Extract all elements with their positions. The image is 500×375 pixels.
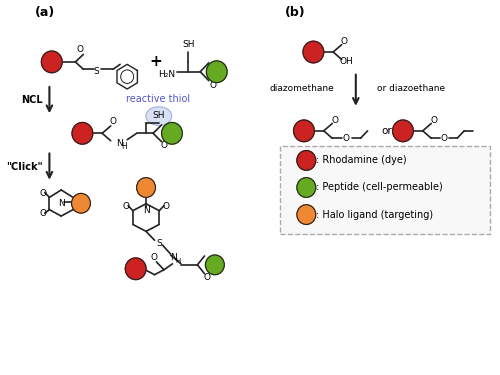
Circle shape	[136, 178, 156, 197]
Text: SH: SH	[152, 111, 165, 120]
Text: O: O	[210, 81, 217, 90]
Text: O: O	[204, 273, 211, 282]
Text: N: N	[170, 253, 177, 262]
Text: O: O	[162, 202, 170, 211]
Text: N: N	[116, 139, 122, 148]
Text: O: O	[440, 134, 448, 143]
Text: O: O	[122, 202, 130, 211]
Circle shape	[297, 205, 316, 225]
Circle shape	[72, 123, 93, 144]
Text: O: O	[40, 209, 47, 218]
Text: SH: SH	[182, 40, 194, 49]
Text: O: O	[343, 134, 350, 143]
Text: +: +	[149, 54, 162, 69]
Text: : Rhodamine (dye): : Rhodamine (dye)	[316, 155, 406, 165]
Text: : Halo ligand (targeting): : Halo ligand (targeting)	[316, 210, 433, 220]
Text: O: O	[341, 37, 348, 46]
Text: (a): (a)	[36, 6, 56, 19]
FancyBboxPatch shape	[280, 146, 490, 234]
Text: N: N	[142, 206, 150, 215]
Circle shape	[297, 178, 316, 197]
Circle shape	[42, 51, 62, 73]
Circle shape	[392, 120, 413, 142]
Circle shape	[303, 41, 324, 63]
Text: reactive thiol: reactive thiol	[126, 94, 190, 104]
Text: O: O	[76, 45, 84, 54]
Text: N: N	[58, 199, 64, 208]
Text: H₂N: H₂N	[158, 70, 175, 79]
Text: O: O	[430, 116, 438, 124]
Text: H: H	[176, 258, 180, 264]
Text: O: O	[161, 141, 168, 150]
Text: S: S	[94, 67, 100, 76]
Ellipse shape	[146, 107, 172, 125]
Circle shape	[297, 150, 316, 170]
Text: O: O	[150, 253, 157, 262]
Text: or: or	[381, 126, 392, 136]
Circle shape	[294, 120, 314, 142]
Circle shape	[126, 258, 146, 280]
Text: "Click": "Click"	[6, 162, 43, 172]
Text: diazomethane: diazomethane	[270, 84, 334, 93]
Text: (b): (b)	[285, 6, 306, 19]
Circle shape	[72, 194, 90, 213]
Text: O: O	[332, 116, 338, 124]
Text: O: O	[40, 189, 47, 198]
Text: OH: OH	[340, 57, 353, 66]
Text: S: S	[156, 238, 162, 248]
Text: NCL: NCL	[20, 95, 42, 105]
Circle shape	[162, 123, 182, 144]
Text: H: H	[121, 142, 127, 151]
Text: : Peptide (cell-permeable): : Peptide (cell-permeable)	[316, 183, 442, 192]
Circle shape	[206, 61, 227, 82]
Text: O: O	[110, 117, 116, 126]
Text: or diazoethane: or diazoethane	[377, 84, 445, 93]
Circle shape	[206, 255, 225, 275]
